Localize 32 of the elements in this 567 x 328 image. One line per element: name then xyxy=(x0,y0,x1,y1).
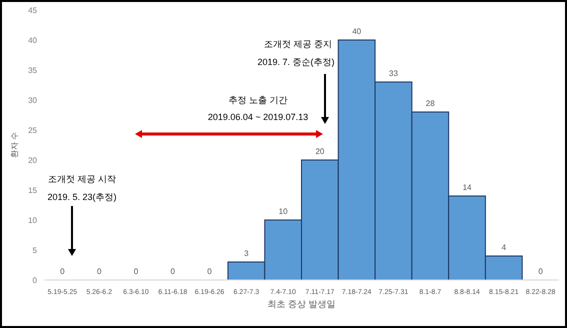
data-label: 0 xyxy=(60,267,66,276)
annotation: 추정 노출 기간 xyxy=(228,95,288,105)
data-label: 40 xyxy=(352,27,362,36)
data-label: 0 xyxy=(170,267,176,276)
data-label: 0 xyxy=(96,267,102,276)
y-tick-label: 40 xyxy=(28,36,38,45)
annotation: 2019. 5. 23(추정) xyxy=(47,192,117,202)
y-tick-label: 10 xyxy=(28,216,38,225)
data-label: 10 xyxy=(278,207,288,216)
data-label: 0 xyxy=(538,267,544,276)
y-tick-label: 20 xyxy=(28,156,38,165)
y-tick-label: 0 xyxy=(32,276,38,285)
data-label: 0 xyxy=(134,267,139,276)
data-label: 14 xyxy=(462,183,472,192)
data-label: 0 xyxy=(207,267,212,276)
y-tick-label: 5 xyxy=(32,246,38,255)
annotation: 조개젓 제공 중지 xyxy=(264,39,332,49)
y-tick-label: 25 xyxy=(28,126,38,135)
data-label: 3 xyxy=(244,249,250,258)
y-tick-label: 15 xyxy=(28,186,38,195)
data-label: 33 xyxy=(389,69,398,78)
y-tick-label: 45 xyxy=(28,6,38,15)
data-label: 20 xyxy=(315,147,325,156)
annotation: 2019. 7. 중순(추정) xyxy=(257,57,335,67)
x-axis-title: 최초 증상 발생일 xyxy=(267,299,336,309)
y-tick-label: 35 xyxy=(28,66,38,75)
data-label: 4 xyxy=(502,243,507,252)
y-axis-title: 환자 수 xyxy=(10,132,19,158)
data-label: 28 xyxy=(426,99,436,108)
annotation: 2019.06.04 ~ 2019.07.13 xyxy=(208,112,308,122)
annotation: 조개젓 제공 시작 xyxy=(48,174,116,184)
y-tick-label: 30 xyxy=(28,96,38,105)
